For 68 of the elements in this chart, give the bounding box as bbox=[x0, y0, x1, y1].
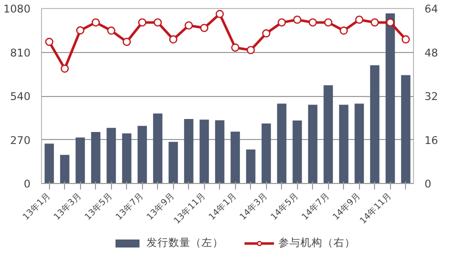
point bbox=[262, 29, 270, 38]
x-tick-label: 14年5月 bbox=[268, 190, 301, 222]
bar bbox=[138, 126, 147, 184]
legend-label: 发行数量（左） bbox=[146, 236, 224, 250]
bar bbox=[277, 104, 286, 184]
bar bbox=[230, 132, 240, 184]
y2-tick-label: 48 bbox=[424, 46, 438, 60]
x-tick-label: 14年7月 bbox=[300, 190, 332, 222]
bar bbox=[324, 85, 333, 184]
bar bbox=[354, 104, 364, 184]
point bbox=[169, 35, 178, 44]
point bbox=[278, 18, 286, 27]
point bbox=[293, 16, 302, 24]
point bbox=[355, 16, 364, 24]
point bbox=[200, 24, 208, 32]
bar bbox=[168, 142, 178, 184]
point bbox=[60, 64, 69, 73]
bar bbox=[308, 104, 318, 184]
bar bbox=[401, 75, 410, 184]
y-tick-label: 540 bbox=[10, 90, 31, 103]
point bbox=[184, 21, 193, 30]
point bbox=[76, 26, 84, 34]
bar bbox=[44, 144, 54, 184]
point bbox=[122, 38, 131, 46]
bar bbox=[106, 128, 116, 184]
bar bbox=[184, 119, 194, 184]
point bbox=[92, 18, 100, 27]
point bbox=[386, 18, 394, 27]
bar bbox=[246, 149, 256, 184]
bar bbox=[215, 120, 224, 184]
bar bbox=[60, 154, 70, 184]
point bbox=[154, 18, 162, 27]
point bbox=[107, 26, 116, 35]
bar bbox=[370, 65, 380, 184]
bar bbox=[91, 132, 100, 184]
y-tick-label: 270 bbox=[10, 134, 31, 147]
bar bbox=[122, 133, 132, 184]
point bbox=[246, 46, 255, 54]
y-tick-label: 0 bbox=[24, 178, 31, 190]
point bbox=[324, 18, 332, 27]
point bbox=[231, 44, 240, 52]
bar bbox=[76, 137, 85, 184]
bar bbox=[292, 120, 302, 184]
point bbox=[138, 18, 146, 27]
x-tick-label: 13年5月 bbox=[82, 190, 115, 222]
x-tick-label: 13年3月 bbox=[52, 190, 84, 222]
y-tick-label: 1080 bbox=[3, 2, 31, 16]
x-tick-label: 14年1月 bbox=[206, 190, 239, 222]
x-tick-label: 13年7月 bbox=[114, 190, 146, 222]
point bbox=[216, 10, 224, 18]
y2-tick-label: 32 bbox=[424, 90, 438, 103]
y2-tick-label: 16 bbox=[424, 134, 438, 147]
x-tick-label: 14年3月 bbox=[238, 190, 270, 222]
point bbox=[370, 18, 379, 27]
y2-tick-label: 0 bbox=[424, 178, 432, 190]
point bbox=[308, 18, 317, 27]
point bbox=[45, 38, 54, 46]
legend-label: 参与机构（右） bbox=[278, 236, 356, 250]
bar bbox=[386, 13, 395, 184]
point bbox=[402, 35, 410, 44]
bar bbox=[339, 104, 348, 184]
x-tick-label: 13年1月 bbox=[20, 190, 53, 222]
y2-tick-label: 64 bbox=[424, 2, 438, 16]
y-tick-label: 810 bbox=[10, 46, 31, 60]
point bbox=[340, 26, 348, 35]
bar bbox=[153, 114, 162, 184]
bar bbox=[200, 120, 209, 184]
bar bbox=[262, 124, 271, 184]
